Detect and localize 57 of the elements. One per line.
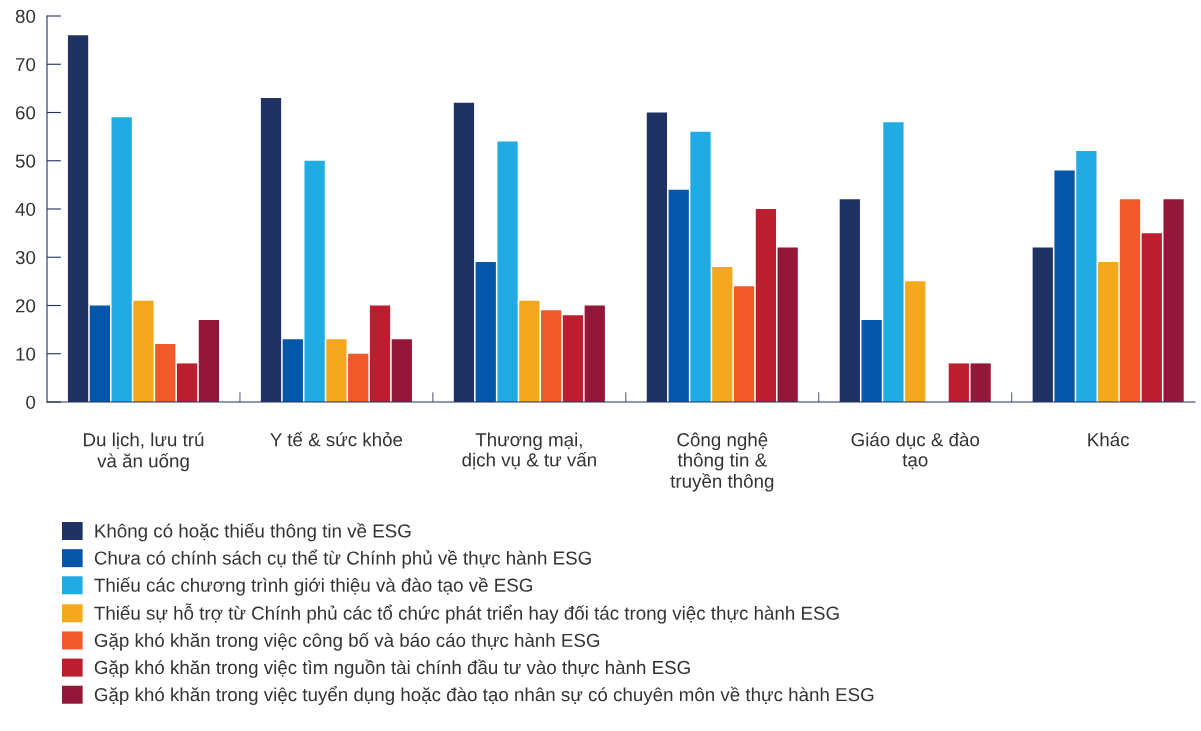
bar xyxy=(948,363,969,402)
bar xyxy=(541,310,562,402)
legend-label: Thiếu các chương trình giới thiệu và đào tạo về ESG xyxy=(94,577,532,596)
legend-label: Gặp khó khăn trong việc tuyển dụng hoặc đào tạo nhân sự có chuyên môn về thực hành ESG xyxy=(94,685,874,705)
bar xyxy=(1098,262,1119,402)
x-tick-label: Thương mại, dịch vụ & tư vấn xyxy=(462,432,596,470)
bar xyxy=(861,319,882,402)
bar xyxy=(1141,233,1162,402)
y-tick-label: 10 xyxy=(16,347,36,361)
bar xyxy=(326,339,347,402)
y-tick-label: 30 xyxy=(15,250,36,265)
bar xyxy=(1163,199,1184,402)
bar xyxy=(562,315,584,402)
bar xyxy=(348,353,369,402)
bar xyxy=(1054,170,1075,402)
bar xyxy=(519,300,540,402)
x-tick-label: Công nghệ thông tin & truyền thông xyxy=(670,432,774,492)
bar xyxy=(755,209,777,402)
bar xyxy=(133,300,154,402)
bar xyxy=(304,160,325,402)
bar xyxy=(282,339,303,402)
y-tick-label: 40 xyxy=(15,202,36,216)
bar xyxy=(1119,199,1141,402)
y-tick-label: 50 xyxy=(15,154,36,168)
bar xyxy=(668,189,689,402)
bar xyxy=(198,319,220,402)
bar xyxy=(391,339,412,402)
bar xyxy=(155,344,176,402)
x-tick-label: Khác xyxy=(1088,432,1130,447)
legend-label: Gặp khó khăn trong việc tìm nguồn tài chính đầu tư vào thực hành ESG xyxy=(94,659,690,678)
bar xyxy=(970,363,991,402)
x-tick-label: Y tế & sức khỏe xyxy=(270,431,403,447)
bar xyxy=(905,281,926,402)
bar xyxy=(584,305,605,402)
y-tick-label: 0 xyxy=(26,395,36,409)
legend-label: Gặp khó khăn trong việc công bố và báo cáo thực hành ESG xyxy=(94,632,600,651)
bar xyxy=(497,141,518,402)
bar xyxy=(1076,151,1097,402)
bar xyxy=(712,266,733,402)
legend-label: Thiếu sự hỗ trợ từ Chính phủ các tổ chức phát triển hay đối tác trong việc thực hành ESG xyxy=(94,603,839,624)
legend-label: Chưa có chính sách cụ thể từ Chính phủ về thực hành ESG xyxy=(94,549,591,569)
y-tick-label: 20 xyxy=(15,299,36,313)
bar xyxy=(777,247,798,402)
legend-label: Không có hoặc thiếu thông tin về ESG xyxy=(95,522,411,542)
bar xyxy=(475,262,496,402)
x-tick-label: Giáo dục & đào tạo xyxy=(851,432,980,470)
bar xyxy=(89,305,110,402)
y-tick-label: 70 xyxy=(16,57,36,72)
bar xyxy=(369,305,391,402)
bar xyxy=(690,131,711,402)
bar xyxy=(176,363,198,402)
bar xyxy=(733,286,755,402)
bar xyxy=(111,117,132,402)
x-tick-label: Du lịch, lưu trú và ăn uống xyxy=(84,432,204,472)
bar xyxy=(883,122,904,402)
y-tick-label: 80 xyxy=(15,9,36,23)
y-tick-label: 60 xyxy=(15,106,36,120)
